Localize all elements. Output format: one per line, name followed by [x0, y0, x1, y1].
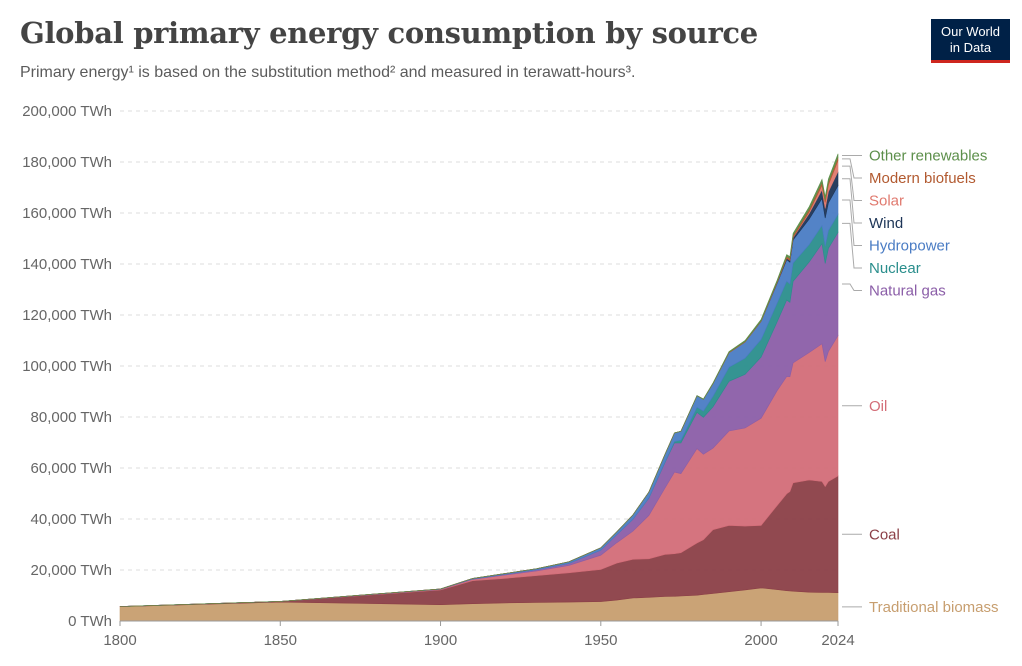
- y-tick-label: 80,000 TWh: [31, 409, 112, 426]
- logo-line-2: in Data: [949, 40, 992, 55]
- label-connector: [842, 222, 862, 269]
- y-tick-label: 60,000 TWh: [31, 460, 112, 477]
- chart-subtitle: Primary energy¹ is based on the substitu…: [20, 64, 636, 81]
- y-tick-label: 0 TWh: [68, 613, 112, 630]
- legend-label-coal: Coal: [869, 526, 900, 543]
- chart-title: Global primary energy consumption by sou…: [20, 16, 758, 50]
- area-other-renewables: [119, 153, 839, 607]
- y-tick-label: 100,000 TWh: [22, 358, 112, 375]
- y-tick-label: 140,000 TWh: [22, 256, 112, 273]
- legend-label-nuclear: Nuclear: [869, 260, 921, 277]
- axes: 0 TWh 20,000 TWh 40,000 TWh 60,000 TWh 80,00…: [22, 103, 854, 649]
- legend-label-wind: Wind: [869, 215, 903, 232]
- label-connector: [842, 165, 862, 201]
- legend-label-natural-gas: Natural gas: [869, 282, 946, 299]
- x-tick-label: 2024: [821, 632, 854, 649]
- owid-logo[interactable]: Our World in Data: [931, 19, 1010, 63]
- y-tick-label: 180,000 TWh: [22, 154, 112, 171]
- legend-label-traditional-biomass: Traditional biomass: [869, 599, 999, 616]
- label-connector: [842, 199, 862, 246]
- x-tick-label: 1900: [424, 632, 457, 649]
- legend-label-solar: Solar: [869, 192, 904, 209]
- y-tick-label: 200,000 TWh: [22, 103, 112, 120]
- label-connector: [842, 178, 862, 224]
- x-tick-label: 1800: [103, 632, 136, 649]
- logo-line-1: Our World: [941, 24, 1000, 39]
- series-labels: Other renewables Modern biofuels Solar Wind…: [842, 147, 999, 616]
- y-tick-label: 160,000 TWh: [22, 205, 112, 222]
- label-connector: [842, 158, 862, 179]
- stacked-areas: [119, 153, 839, 622]
- x-tick-label: 1950: [584, 632, 617, 649]
- legend-label-modern-biofuels: Modern biofuels: [869, 170, 976, 187]
- x-tick-label: 1850: [264, 632, 297, 649]
- y-tick-label: 20,000 TWh: [31, 562, 112, 579]
- y-tick-label: 120,000 TWh: [22, 307, 112, 324]
- label-connector: [842, 283, 862, 291]
- x-tick-label: 2000: [744, 632, 777, 649]
- legend-label-other-renewables: Other renewables: [869, 147, 987, 164]
- legend-label-oil: Oil: [869, 398, 887, 415]
- legend-label-hydropower: Hydropower: [869, 237, 950, 254]
- y-tick-label: 40,000 TWh: [31, 511, 112, 528]
